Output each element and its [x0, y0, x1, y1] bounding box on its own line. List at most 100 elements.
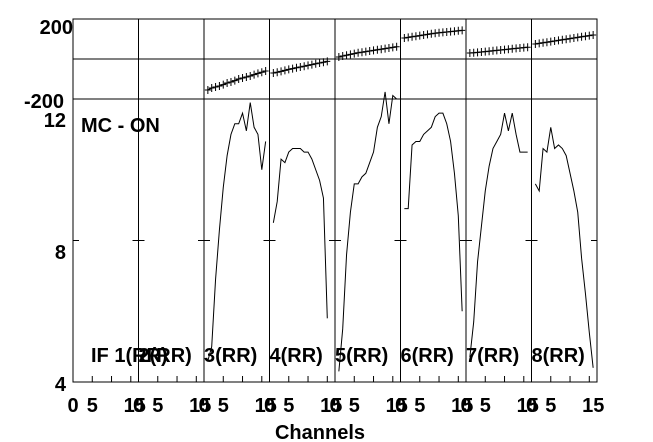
phase-point: [370, 46, 377, 55]
phase-point: [316, 59, 323, 67]
phase-point: [220, 80, 227, 89]
amp-tick-label-12: 12: [44, 110, 66, 132]
phase-point: [590, 31, 597, 39]
amplitude-line-panel-5: [338, 91, 397, 372]
x-tick-label: 15: [451, 395, 473, 417]
phase-point: [355, 48, 362, 57]
phase-point: [351, 49, 358, 58]
x-tick-label: 15: [582, 395, 604, 417]
phase-point: [420, 31, 427, 39]
phase-point: [536, 39, 543, 48]
annotation-mc-on: MC - ON: [81, 115, 160, 137]
phase-tick-label-bottom: -200: [24, 91, 64, 113]
panel-label: IF 1(RR): [91, 345, 168, 367]
phase-point: [563, 35, 570, 44]
x-tick-label: 15: [255, 395, 277, 417]
phase-point: [382, 44, 389, 53]
x-tick-label: 15: [189, 395, 211, 417]
phase-point: [374, 45, 381, 54]
amplitude-series: [207, 91, 594, 372]
x-tick-label: 5: [480, 395, 491, 417]
amp-tick-label-4: 4: [55, 374, 67, 396]
phase-point: [308, 60, 315, 69]
phase-point: [570, 34, 577, 42]
phase-point: [293, 63, 300, 72]
phase-point: [243, 73, 250, 81]
phase-point: [320, 58, 327, 67]
phase-point: [540, 38, 547, 47]
phase-point: [532, 40, 539, 48]
phase-point: [339, 52, 346, 60]
phase-point: [582, 32, 589, 41]
phase-point: [362, 47, 369, 56]
phase-point: [551, 37, 558, 45]
x-tick-label: 5: [349, 395, 360, 417]
phase-point: [358, 48, 365, 57]
x-tick-label: 5: [545, 395, 556, 417]
x-axis-title: Channels: [275, 422, 365, 442]
phase-point: [401, 34, 408, 42]
amplitude-line-panel-4: [272, 148, 328, 319]
phase-point: [343, 51, 350, 60]
x-tick-label: 5: [283, 395, 294, 417]
panel-label: 7(RR): [466, 345, 519, 367]
phase-point: [547, 37, 554, 46]
phase-point: [227, 78, 234, 86]
phase-point: [567, 34, 574, 43]
x-tick-label: 0: [395, 395, 406, 417]
x-tick-label: 5: [152, 395, 163, 417]
amplitude-line-panel-7: [469, 113, 528, 358]
amp-tick-label-8: 8: [55, 242, 66, 264]
x-tick-label: 0: [133, 395, 144, 417]
x-tick-label: 0: [329, 395, 340, 417]
phase-point: [555, 36, 562, 45]
phase-point: [416, 31, 423, 40]
phase-point: [262, 67, 269, 75]
phase-point: [239, 74, 246, 82]
phase-point: [459, 26, 466, 35]
panel-label: 4(RR): [270, 345, 323, 367]
panel-grid: [72, 18, 598, 383]
x-tick-label: 15: [320, 395, 342, 417]
phase-point: [366, 47, 373, 55]
phase-point: [254, 69, 261, 78]
x-tick-label: 0: [526, 395, 537, 417]
phase-point: [312, 59, 319, 68]
phase-point: [297, 63, 304, 71]
phase-tick-label-top: 200: [40, 17, 73, 39]
phase-point: [281, 66, 288, 75]
x-tick-label: 0: [264, 395, 275, 417]
amplitude-line-panel-8: [534, 127, 594, 368]
phase-point: [289, 64, 296, 73]
phase-point: [301, 62, 308, 71]
phase-point: [428, 29, 435, 38]
x-tick-label: 5: [414, 395, 425, 417]
phase-point: [278, 67, 285, 76]
panel-label: 6(RR): [401, 345, 454, 367]
phase-point: [412, 32, 419, 41]
phase-point: [405, 33, 412, 42]
panel-label: 8(RR): [532, 345, 585, 367]
phase-point: [335, 53, 342, 61]
phase-point: [389, 43, 396, 52]
amplitude-line-panel-3: [207, 102, 267, 361]
x-tick-label: 15: [517, 395, 539, 417]
phase-point: [378, 45, 385, 54]
phase-point: [324, 57, 331, 66]
phase-point: [212, 83, 219, 91]
phase-point: [247, 72, 254, 80]
phase-series: [204, 26, 597, 94]
phase-point: [385, 44, 392, 52]
x-tick-label: 15: [124, 395, 146, 417]
amplitude-line-panel-6: [404, 112, 463, 312]
phase-point: [574, 33, 581, 42]
phase-point: [231, 76, 238, 85]
phase-point: [409, 32, 416, 41]
phase-point: [216, 82, 223, 90]
x-tick-label: 5: [218, 395, 229, 417]
phase-point: [424, 30, 431, 39]
x-tick-label: 0: [198, 395, 209, 417]
phase-point: [305, 61, 312, 70]
